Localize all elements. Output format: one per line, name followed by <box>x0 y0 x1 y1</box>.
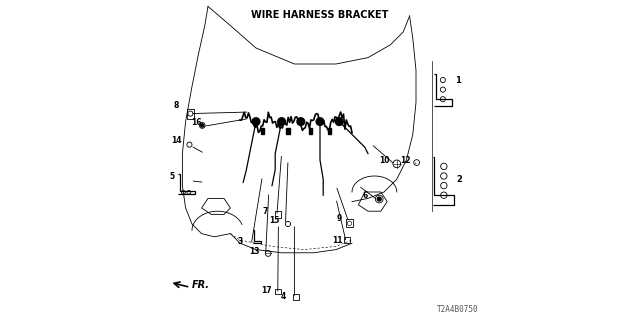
Text: 8: 8 <box>174 101 179 110</box>
Text: 10: 10 <box>380 156 390 165</box>
Text: 12: 12 <box>401 156 411 165</box>
Bar <box>293 294 299 300</box>
Circle shape <box>278 118 285 125</box>
Circle shape <box>252 118 260 125</box>
Text: 9: 9 <box>337 214 342 223</box>
Text: 6: 6 <box>363 191 368 200</box>
Bar <box>346 219 353 227</box>
Circle shape <box>378 197 381 201</box>
Text: 5: 5 <box>170 172 175 180</box>
Text: 1: 1 <box>455 76 461 84</box>
Circle shape <box>201 124 204 127</box>
Text: 13: 13 <box>249 247 260 256</box>
Circle shape <box>297 118 305 125</box>
Text: 16: 16 <box>191 118 202 127</box>
Text: 11: 11 <box>332 236 342 245</box>
Text: 7: 7 <box>263 207 268 216</box>
Circle shape <box>335 118 343 125</box>
Bar <box>275 289 281 294</box>
Text: 14: 14 <box>172 136 182 145</box>
Bar <box>287 128 289 134</box>
Circle shape <box>316 118 324 125</box>
Text: T2A4B0750: T2A4B0750 <box>436 305 479 314</box>
Text: 2: 2 <box>457 175 463 184</box>
Bar <box>275 211 280 218</box>
Bar <box>187 109 193 119</box>
Bar <box>344 237 350 243</box>
Text: 15: 15 <box>269 216 280 225</box>
Bar <box>308 128 312 134</box>
Bar <box>328 128 332 134</box>
Text: 4: 4 <box>280 292 286 301</box>
Bar <box>261 128 264 134</box>
Text: WIRE HARNESS BRACKET: WIRE HARNESS BRACKET <box>252 10 388 20</box>
Text: FR.: FR. <box>192 280 210 290</box>
Text: 17: 17 <box>261 286 272 295</box>
Text: 3: 3 <box>238 237 243 246</box>
